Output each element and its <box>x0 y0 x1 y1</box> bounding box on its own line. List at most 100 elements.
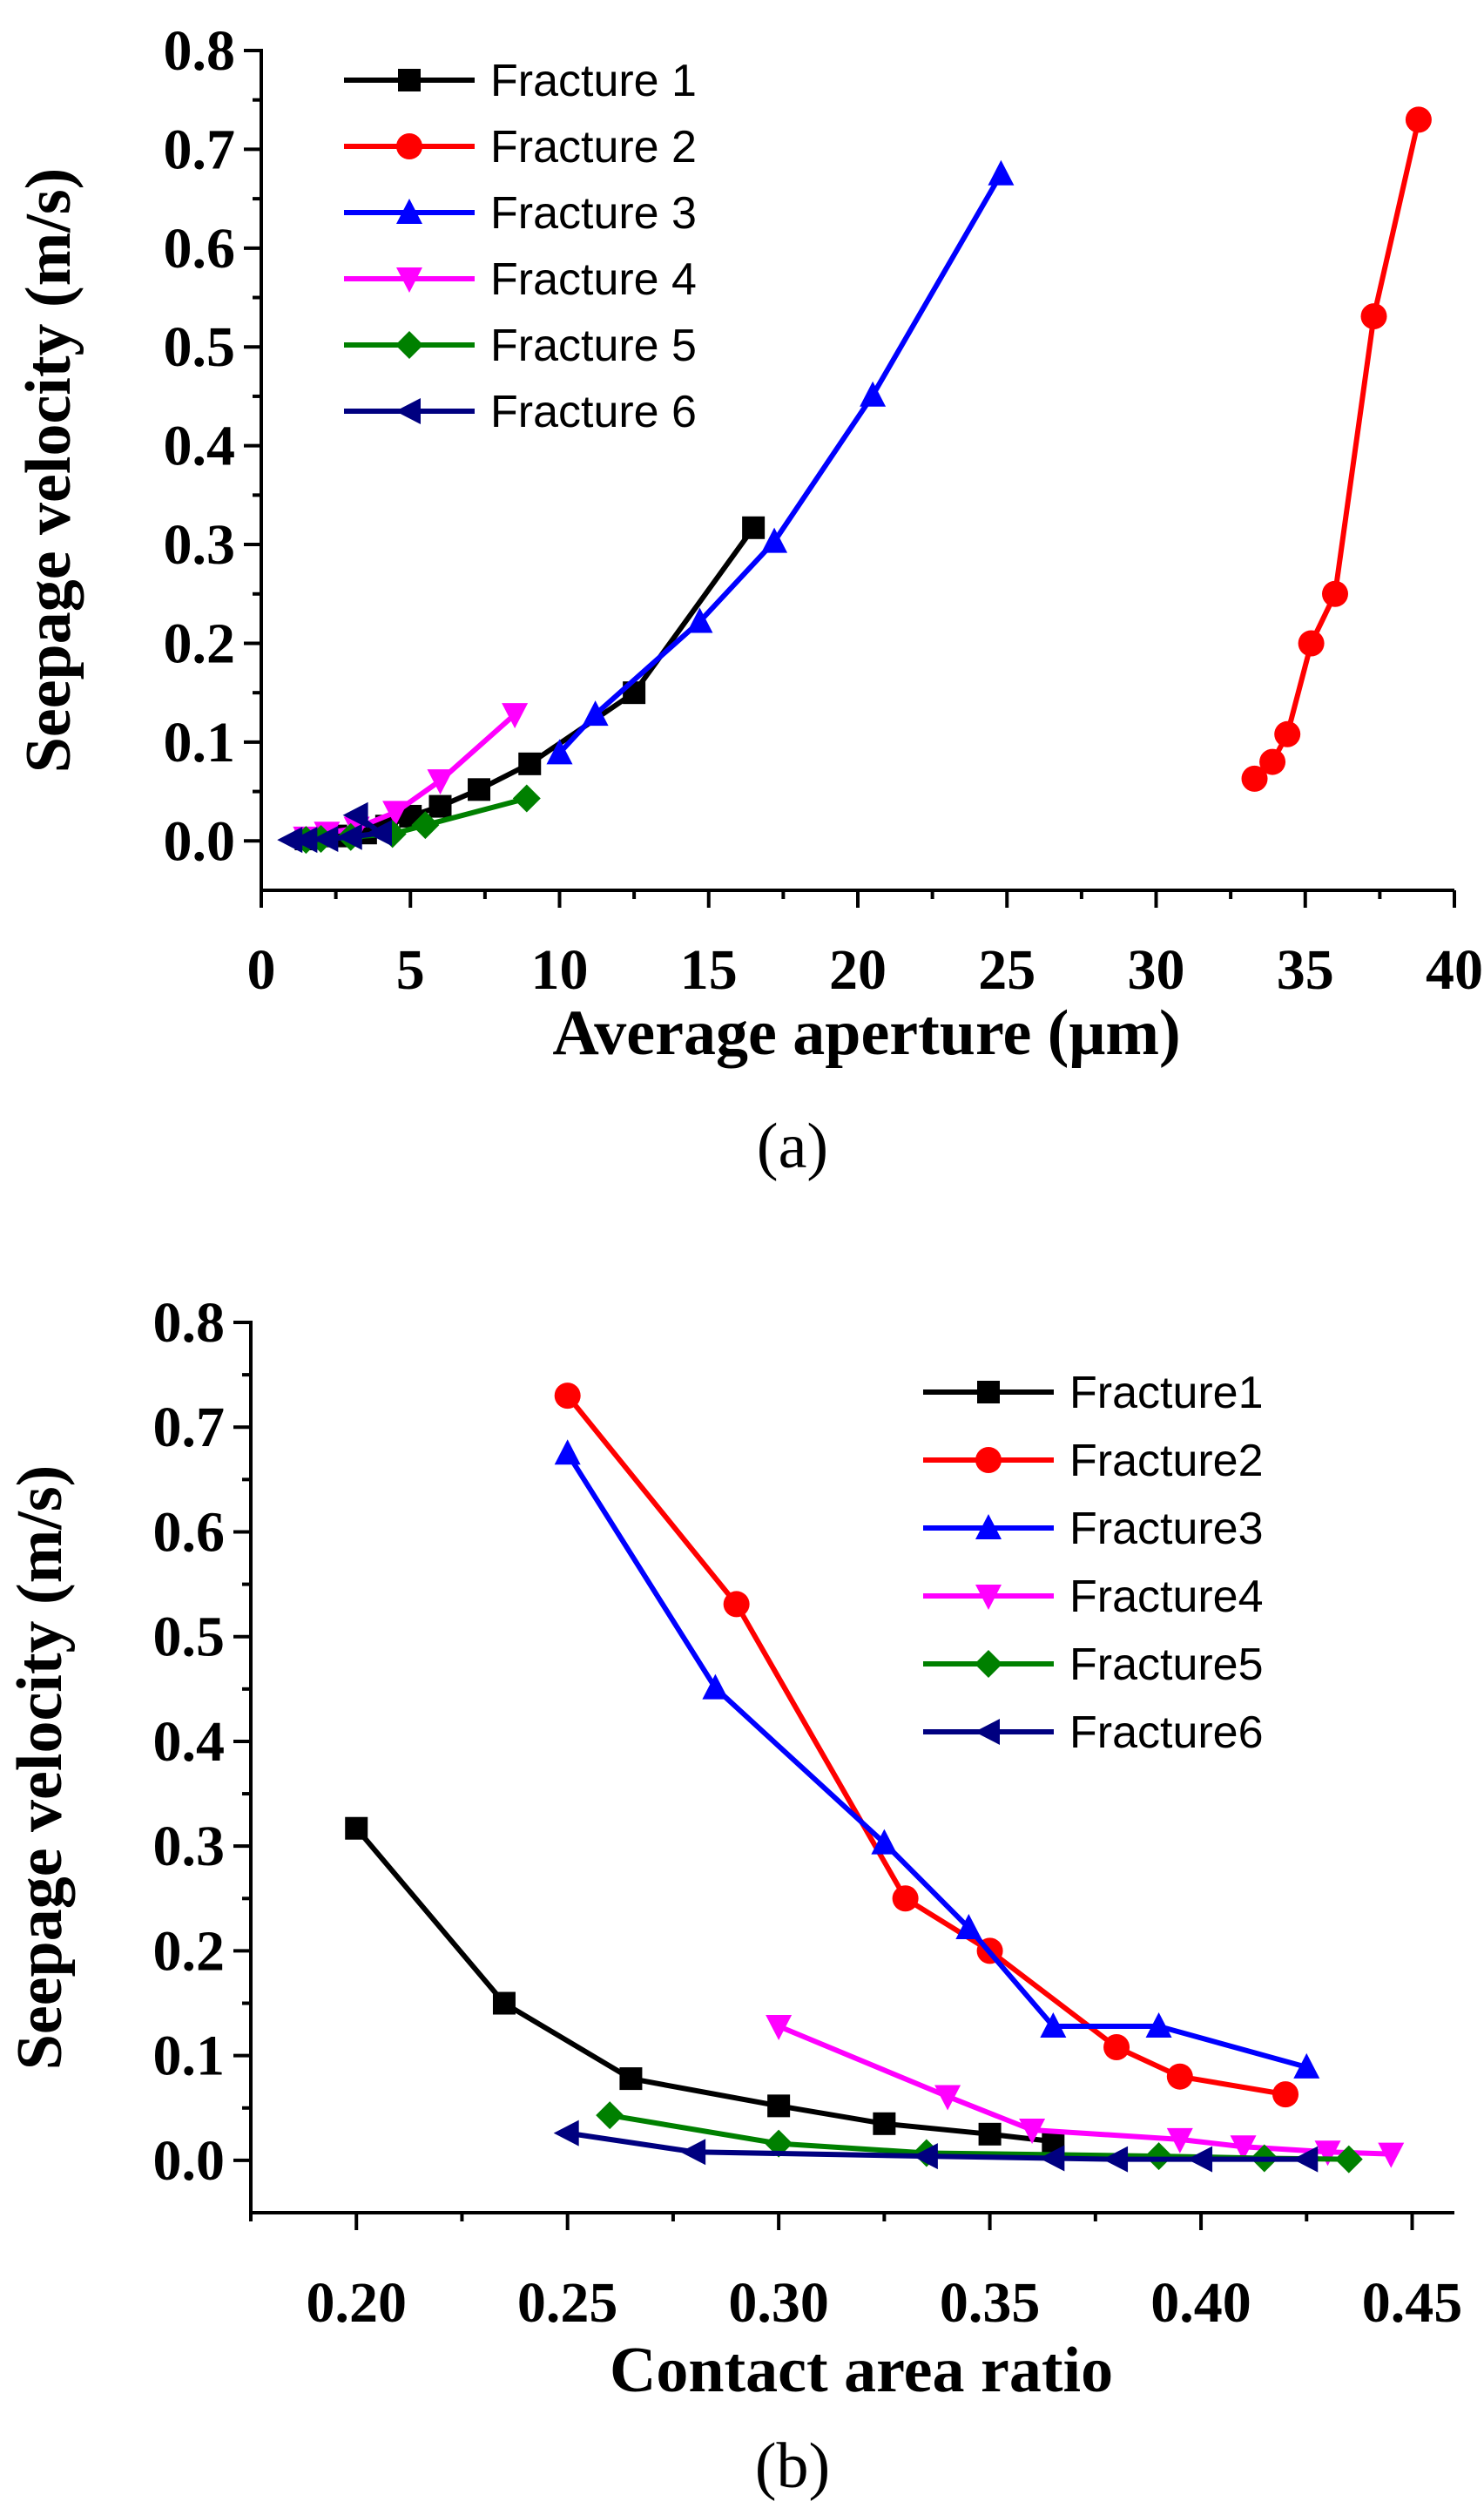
legend: Fracture 1 Fracture 2 Fracture 3 Fracture 4… <box>344 56 697 437</box>
x-tick-label: 0.30 <box>728 2271 829 2335</box>
data-point <box>934 2085 961 2111</box>
y-tick-label: 0.5 <box>164 315 236 379</box>
x-axis-title: Average aperture (μm) <box>552 997 1180 1069</box>
data-point <box>553 2119 579 2147</box>
data-point <box>1293 2052 1320 2079</box>
x-tick-label: 0.20 <box>306 2271 407 2335</box>
x-tick-label: 30 <box>1128 938 1185 1002</box>
x-tick-label: 0 <box>247 938 276 1002</box>
series-2 <box>1241 106 1432 792</box>
data-point <box>1314 2140 1341 2167</box>
data-point <box>702 1673 729 1700</box>
data-point <box>1145 2011 1172 2038</box>
y-tick-label: 0.2 <box>164 612 236 675</box>
data-point <box>345 1816 368 1840</box>
y-tick-label: 0.4 <box>153 1710 226 1774</box>
y-tick-label: 0.6 <box>153 1500 226 1564</box>
series-line <box>777 2024 1392 2157</box>
y-tick-label: 0.2 <box>153 1919 226 1983</box>
data-point <box>1360 303 1387 330</box>
data-point <box>873 2112 896 2135</box>
data-point <box>1040 2011 1067 2038</box>
data-point <box>680 2139 706 2166</box>
data-point <box>619 2067 643 2091</box>
data-point <box>292 827 318 854</box>
y-tick-label: 0.5 <box>153 1606 226 1669</box>
y-tick-label: 0.1 <box>153 2025 226 2088</box>
data-point <box>1334 2145 1363 2174</box>
legend-marker <box>395 331 423 359</box>
data-point <box>767 2094 791 2118</box>
data-point <box>686 607 713 633</box>
y-tick-label: 0.7 <box>164 118 236 181</box>
legend-marker <box>398 69 421 91</box>
x-tick-label: 5 <box>396 938 425 1002</box>
legend-marker <box>975 1447 1002 1473</box>
data-point <box>766 2014 793 2040</box>
y-tick-label: 0.8 <box>153 1291 226 1355</box>
legend-label: Fracture1 <box>1069 1368 1264 1418</box>
data-point <box>492 1991 516 2015</box>
legend-label: Fracture 6 <box>490 387 697 437</box>
legend-marker <box>977 1381 1000 1403</box>
data-point <box>1322 580 1348 607</box>
data-point <box>1259 748 1286 775</box>
legend-marker <box>975 1650 1002 1678</box>
legend-label: Fracture 2 <box>490 122 697 172</box>
x-tick-label: 0.40 <box>1150 2271 1251 2335</box>
y-axis-title: Seepage velocity (m/s) <box>13 168 84 774</box>
data-point <box>1187 2146 1213 2173</box>
panel-label: (b) <box>755 2430 830 2502</box>
data-point <box>1241 765 1268 792</box>
data-point <box>742 516 766 539</box>
x-tick-label: 0.35 <box>940 2271 1041 2335</box>
data-point <box>1039 2145 1065 2172</box>
data-point <box>761 527 788 553</box>
data-point <box>765 2129 793 2158</box>
y-tick-label: 0.6 <box>164 217 236 281</box>
data-point <box>912 2143 938 2170</box>
series-6 <box>277 801 392 854</box>
x-tick-label: 0.25 <box>517 2271 618 2335</box>
x-tick-label: 25 <box>978 938 1035 1002</box>
legend-marker <box>396 199 422 224</box>
x-tick-label: 15 <box>680 938 738 1002</box>
data-point <box>1230 2135 1257 2161</box>
data-point <box>1405 106 1432 133</box>
legend-marker <box>395 398 421 424</box>
data-point <box>1166 2127 1193 2153</box>
data-point <box>502 703 529 729</box>
x-tick-label: 35 <box>1277 938 1334 1002</box>
data-point <box>554 1439 581 1465</box>
data-point <box>596 2101 624 2130</box>
y-tick-label: 0.7 <box>153 1396 226 1459</box>
data-point <box>554 1383 581 1410</box>
data-point <box>1274 720 1301 747</box>
data-point <box>1166 2063 1193 2090</box>
data-point <box>955 1913 982 1939</box>
data-point <box>367 820 392 847</box>
legend-marker <box>396 267 422 293</box>
data-point <box>978 2122 1002 2146</box>
series-3 <box>554 1439 1320 2079</box>
data-point <box>518 752 542 775</box>
legend-label: Fracture6 <box>1069 1707 1264 1758</box>
y-tick-label: 0.3 <box>164 513 236 577</box>
x-tick-label: 40 <box>1426 938 1483 1002</box>
y-axis-title: Seepage velocity (m/s) <box>4 1465 76 2071</box>
series-3 <box>546 159 1015 765</box>
legend-marker <box>975 1585 1002 1610</box>
legend-label: Fracture 5 <box>490 321 697 371</box>
x-axis-title: Contact area ratio <box>610 2335 1113 2406</box>
series-1 <box>345 1816 1065 2153</box>
x-tick-label: 0.45 <box>1362 2271 1463 2335</box>
legend-label: Fracture5 <box>1069 1639 1264 1690</box>
data-point <box>512 784 541 813</box>
data-point <box>1378 2142 1405 2168</box>
data-point <box>988 159 1015 186</box>
chart-a: 0.0 0.1 0.2 0.3 0.4 0.5 0.6 0.7 0.8 0 5 10 15 20 25 30 3… <box>13 19 1483 1182</box>
data-point <box>382 801 409 827</box>
series-4 <box>766 2014 1405 2168</box>
data-point <box>1103 2146 1129 2173</box>
